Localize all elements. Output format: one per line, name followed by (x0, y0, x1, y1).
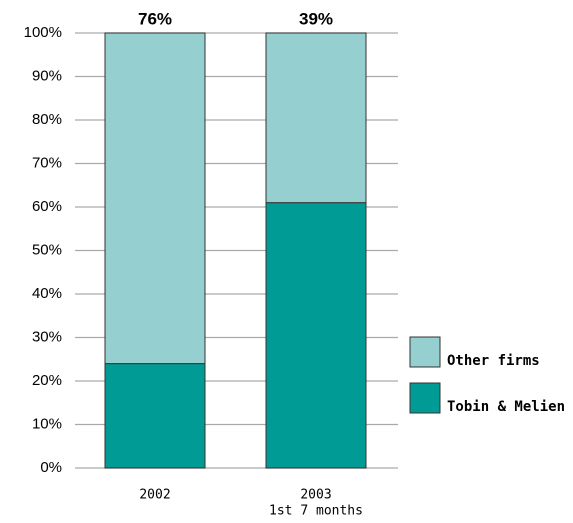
y-tick-label: 70% (32, 154, 62, 171)
x-tick-label: 2002 (139, 488, 170, 503)
y-tick-label: 0% (40, 459, 62, 476)
bar-segment (265, 202, 367, 469)
y-tick-label: 10% (32, 415, 62, 432)
bar-segment (104, 32, 206, 365)
y-tick-label: 20% (32, 372, 62, 389)
y-tick-label: 30% (32, 328, 62, 345)
legend-swatch (409, 382, 441, 414)
bar-segment (104, 363, 206, 469)
x-tick-label: 2003 (300, 488, 331, 503)
bar-segment (265, 32, 367, 204)
y-tick-label: 60% (32, 198, 62, 215)
y-tick-label: 80% (32, 111, 62, 128)
y-tick-label: 40% (32, 285, 62, 302)
y-tick-label: 100% (24, 24, 62, 41)
x-tick-label: 1st 7 months (269, 504, 363, 519)
legend-label: Other firms (447, 353, 540, 369)
legend-swatch (409, 336, 441, 368)
y-tick-label: 90% (32, 67, 62, 84)
y-tick-label: 50% (32, 241, 62, 258)
legend-label: Tobin & Melien (447, 399, 565, 415)
data-label: 76% (138, 9, 172, 28)
data-label: 39% (299, 9, 333, 28)
